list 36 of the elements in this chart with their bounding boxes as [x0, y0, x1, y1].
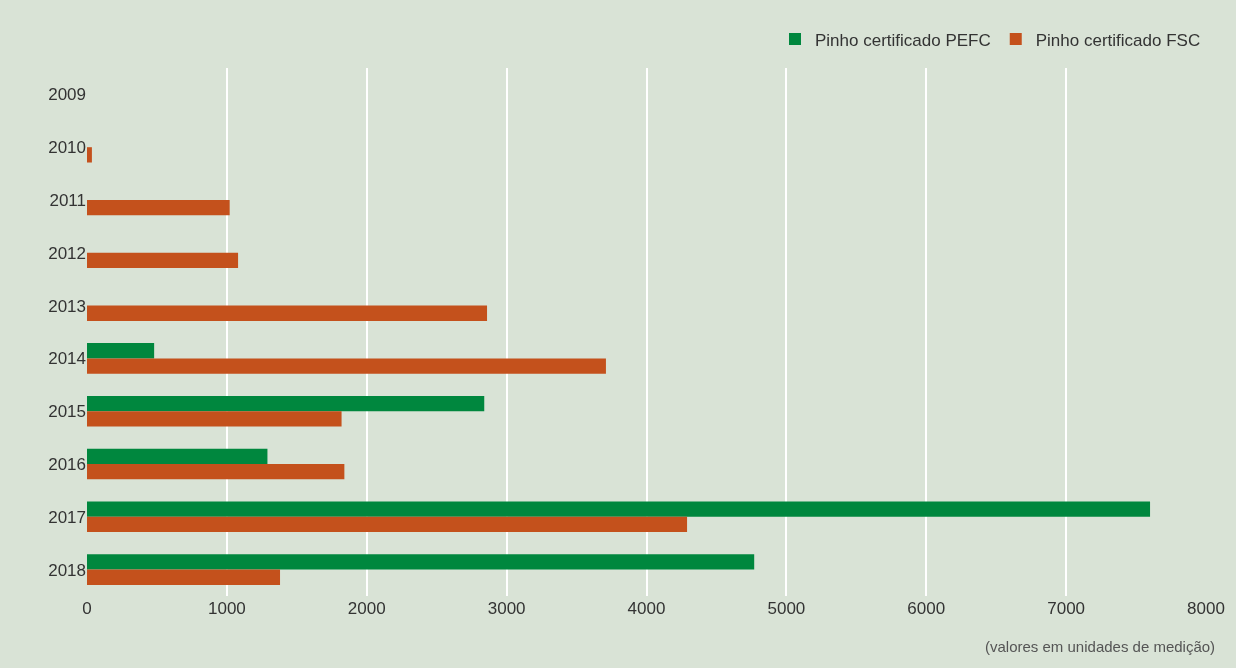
x-tick-label: 6000: [907, 599, 946, 618]
y-tick-label: 2015: [48, 402, 86, 422]
bar: [87, 448, 268, 464]
bar: [87, 516, 688, 533]
x-tick-label: 3000: [487, 599, 526, 618]
bar: [87, 569, 281, 585]
x-tick-label: 5000: [767, 599, 806, 618]
x-tick-label: 4000: [627, 599, 666, 618]
bar: [87, 200, 230, 216]
legend-label: Pinho certificado PEFC: [815, 30, 991, 50]
bar: [87, 147, 92, 163]
bar: [87, 252, 239, 269]
bar: [87, 464, 345, 480]
x-tick-label: 8000: [1187, 599, 1225, 618]
x-tick-label: 0: [82, 599, 92, 618]
bar: [87, 358, 606, 374]
bar: [87, 305, 488, 321]
text: (valores em unidades de medição): [985, 638, 1216, 655]
legend-label: Pinho certificado FSC: [1035, 30, 1201, 50]
bar: [87, 501, 1151, 517]
y-tick-label: 2014: [48, 349, 86, 369]
bar: [87, 395, 485, 412]
bar: [87, 554, 755, 570]
y-tick-label: 2009: [48, 85, 86, 105]
y-tick-label: 2017: [48, 507, 86, 527]
y-tick-label: 2018: [48, 560, 86, 580]
y-tick-label: 2010: [48, 138, 86, 158]
x-tick-label: 7000: [1047, 599, 1086, 618]
y-tick-label: 2013: [48, 296, 86, 316]
y-tick-label: 2011: [49, 190, 86, 210]
bar: [87, 411, 342, 427]
x-tick-label: 2000: [347, 599, 386, 618]
y-tick-label: 2016: [48, 454, 86, 474]
bar: [87, 343, 155, 359]
x-tick-label: 1000: [207, 599, 246, 618]
y-tick-label: 2012: [48, 243, 86, 263]
